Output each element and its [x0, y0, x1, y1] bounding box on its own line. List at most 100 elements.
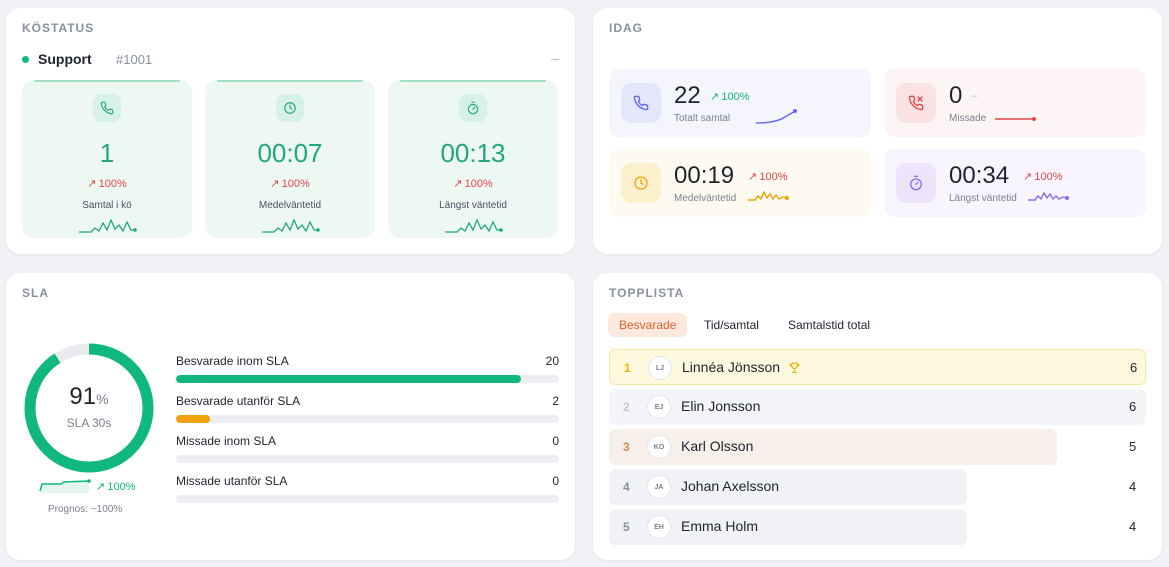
leaderboard-row[interactable]: 1 LJ Linnéa Jönsson 6 [609, 349, 1146, 385]
trend-up-icon: ↗ [87, 178, 97, 190]
queue-name: Support [38, 51, 92, 67]
agent-name: Johan Axelsson [681, 478, 780, 494]
queue-tile-longest-wait: 00:13 ↗ 100% Längst väntetid [388, 80, 558, 238]
sparkline [445, 218, 503, 233]
agent-name: Linnéa Jönsson [682, 359, 781, 375]
sla-progress-fill [176, 375, 521, 383]
score: 6 [1130, 360, 1138, 375]
trend: ↗ 100% [710, 90, 750, 103]
queue-tile-calls: 1 ↗ 100% Samtal i kö [22, 80, 192, 238]
missed-call-icon [896, 83, 936, 123]
trend: ↗ 100% [1023, 170, 1063, 183]
sla-row-label: Missade inom SLA [176, 434, 277, 448]
avatar: KO [647, 435, 671, 459]
rank: 2 [623, 400, 630, 414]
trend-neutral: – [971, 90, 978, 102]
queue-status-card: KÖSTATUS Support #1001 – 1 ↗ 100% Samtal… [6, 8, 575, 254]
today-tile-longest-wait: 00:34 ↗ 100% Längst väntetid [884, 149, 1146, 217]
total-calls-label: Totalt samtal [674, 113, 731, 124]
sparkline [39, 479, 91, 493]
sla-card: SLA 91% SLA 30s ↗ 100% Prognos: ~100% Be… [6, 273, 575, 560]
sla-row: Besvarade inom SLA 20 [176, 354, 559, 390]
sla-progress-track [176, 455, 559, 463]
trend-up-icon: ↗ [96, 481, 106, 493]
sla-progress-fill [176, 415, 211, 423]
today-tile-avg-wait: 00:19 ↗ 100% Medelväntetid [609, 149, 871, 217]
sla-row-count: 0 [552, 434, 559, 448]
sla-prognos: Prognos: ~100% [48, 504, 123, 515]
rank: 5 [623, 520, 630, 534]
agent-name: Emma Holm [681, 518, 759, 534]
score: 5 [1129, 439, 1137, 454]
sla-donut-arc [24, 343, 154, 473]
trend-up-icon: ↗ [453, 178, 463, 190]
queue-avg-wait-value: 00:07 [257, 138, 323, 168]
collapse-button[interactable]: – [551, 50, 559, 66]
sla-row: Missade inom SLA 0 [176, 434, 559, 470]
sla-donut-chart [24, 343, 154, 473]
sparkline [79, 218, 137, 233]
trend: ↗ 100% [96, 480, 136, 493]
trend-value: 100% [759, 171, 788, 183]
card-title: IDAG [609, 21, 643, 35]
trend: ↗ 100% [388, 177, 558, 190]
sla-label: SLA 30s [66, 416, 112, 430]
sla-row-label: Besvarade inom SLA [176, 354, 289, 368]
longest-wait-label: Längst väntetid [949, 193, 1017, 204]
clock-icon [621, 163, 661, 203]
sla-percent-unit: % [96, 391, 109, 407]
sla-progress-track [176, 415, 559, 423]
missed-label: Missade [949, 113, 987, 124]
sla-row-label: Besvarade utanför SLA [176, 394, 301, 408]
stopwatch-icon [896, 163, 936, 203]
status-dot [22, 56, 29, 63]
sla-row-count: 20 [545, 354, 559, 368]
leaderboard-row[interactable]: 3 KO Karl Olsson 5 [609, 429, 1136, 465]
queue-avg-wait-label: Medelväntetid [258, 200, 322, 211]
trend: ↗ 100% [22, 177, 192, 190]
sparkline [1028, 191, 1069, 201]
queue-id: #1001 [116, 52, 153, 67]
trend-value: 100% [107, 481, 136, 493]
tab-tid-per-samtal[interactable]: Tid/samtal [704, 318, 759, 332]
sla-percent-value: 91 [69, 383, 97, 410]
tile-accent-line [217, 80, 363, 82]
trend-value: 100% [721, 91, 750, 103]
sla-row: Missade utanför SLA 0 [176, 474, 559, 510]
avatar: LJ [648, 356, 672, 380]
queue-header: Support #1001 – [22, 50, 559, 69]
trend-up-icon: ↗ [710, 91, 720, 103]
tab-samtalstid-total[interactable]: Samtalstid total [788, 318, 871, 332]
stopwatch-icon [459, 94, 487, 122]
score: 4 [1129, 519, 1137, 534]
rank: 3 [623, 440, 630, 454]
avatar: EH [647, 515, 671, 539]
trend-up-icon: ↗ [748, 171, 758, 183]
sparkline [995, 117, 1036, 121]
leaderboard-row[interactable]: 2 EJ Elin Jonsson 6 [609, 389, 1146, 425]
sla-percent: 91% [22, 383, 156, 411]
score: 4 [1129, 479, 1137, 494]
trend: ↗ 100% [748, 170, 788, 183]
card-title: SLA [22, 286, 49, 300]
tab-besvarade[interactable]: Besvarade [608, 313, 688, 337]
card-title: TOPPLISTA [609, 286, 685, 300]
queue-calls-value: 1 [99, 138, 115, 168]
leaderboard-row[interactable]: 4 JA Johan Axelsson 4 [609, 469, 1136, 505]
leaderboard-row[interactable]: 5 EH Emma Holm 4 [609, 509, 1136, 545]
trophy-icon [789, 362, 800, 373]
sla-row-label: Missade utanför SLA [176, 474, 288, 488]
sparkline [748, 190, 789, 201]
queue-longest-wait-value: 00:13 [440, 138, 506, 168]
rank: 4 [623, 480, 630, 494]
trend-value: 100% [98, 178, 127, 190]
score: 6 [1129, 399, 1137, 414]
total-calls-value: 22 [674, 82, 701, 109]
agent-name: Elin Jonsson [681, 398, 761, 414]
card-title: KÖSTATUS [22, 21, 95, 35]
longest-wait-value: 00:34 [949, 162, 1010, 189]
avg-wait-value: 00:19 [674, 162, 735, 189]
today-tile-total-calls: 22 ↗ 100% Totalt samtal [609, 69, 871, 137]
queue-tile-avg-wait: 00:07 ↗ 100% Medelväntetid [205, 80, 375, 238]
sla-row-count: 2 [552, 394, 559, 408]
